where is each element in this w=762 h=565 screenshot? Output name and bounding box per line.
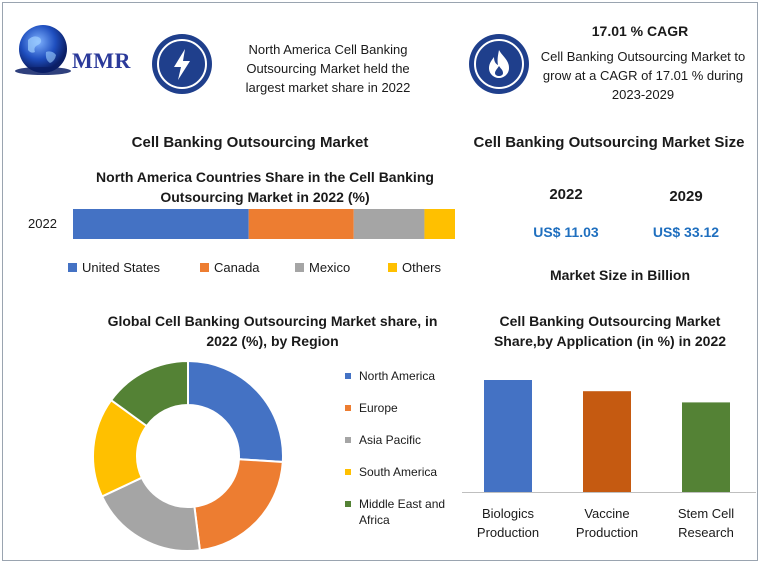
legend-swatch (295, 263, 304, 272)
legend-label: United States (82, 260, 161, 275)
app-bar-biologics-production (484, 380, 532, 492)
stacked-bar-chart (73, 209, 455, 239)
donut-legend-item-south-america: South America (345, 464, 455, 480)
legend-label: Europe (359, 401, 398, 415)
lightning-badge (152, 34, 212, 94)
globe-icon (15, 25, 71, 75)
legend-swatch (200, 263, 209, 272)
legend-label: Asia Pacific (359, 433, 422, 447)
highlight-text: North America Cell Banking Outsourcing M… (245, 42, 411, 95)
year-2022: 2022 (549, 186, 583, 203)
donut-legend-item-asia-pacific: Asia Pacific (345, 432, 455, 448)
stacked-bar-category-label: 2022 (28, 216, 57, 231)
market-size-unit-label: Market Size in Billion (549, 267, 691, 283)
legend-label: Others (402, 260, 442, 275)
stacked-bar-title: North America Countries Share in the Cel… (96, 169, 434, 205)
donut-chart (92, 359, 284, 552)
cagr-text: Cell Banking Outsourcing Market to grow … (540, 49, 746, 102)
donut-title: Global Cell Banking Outsourcing Market s… (107, 313, 438, 349)
legend-label: Middle East and Africa (359, 497, 446, 527)
stacked-bar-segment-united-states (73, 209, 249, 239)
value-2022: US$ 11.03 (533, 224, 599, 240)
donut-slice-north-america (187, 359, 284, 464)
stacked-bar-segment-mexico (353, 209, 425, 239)
legend-item-mexico: Mexico (295, 260, 350, 275)
donut-slice-europe (193, 458, 284, 552)
app-bar-label-biologics-production: Biologics Production (476, 506, 540, 540)
legend-swatch (388, 263, 397, 272)
lightning-icon (157, 39, 207, 89)
donut-slice-middle-east-and-africa (109, 359, 189, 428)
legend-swatch (345, 405, 351, 411)
donut-legend-item-north-america: North America (345, 368, 455, 384)
app-bar-label-stem-cell-research: Stem Cell Research (677, 506, 735, 540)
legend-label: Canada (214, 260, 260, 275)
brand-name: MMR (72, 48, 131, 73)
donut-legend-item-europe: Europe (345, 400, 455, 416)
stacked-bar-segment-canada (248, 209, 354, 239)
flame-badge (469, 34, 529, 94)
legend-label: South America (359, 465, 438, 479)
legend-swatch (68, 263, 77, 272)
legend-swatch (345, 373, 351, 379)
application-bar-chart (462, 380, 756, 493)
stacked-bar-segment-others (424, 209, 455, 239)
legend-item-united-states: United States (68, 260, 160, 275)
app-bar-vaccine-production (583, 391, 631, 492)
legend-swatch (345, 437, 351, 443)
app-bar-title: Cell Banking Outsourcing Market Share,by… (493, 313, 727, 349)
legend-swatch (345, 469, 351, 475)
legend-item-canada: Canada (200, 260, 260, 275)
legend-label: Mexico (309, 260, 351, 275)
app-bar-stem-cell-research (682, 402, 730, 492)
right-section-title: Cell Banking Outsourcing Market Size (473, 134, 745, 151)
value-2029: US$ 33.12 (652, 224, 720, 240)
left-section-title: Cell Banking Outsourcing Market (131, 134, 369, 151)
cagr-title: 17.01 % CAGR (591, 23, 689, 39)
donut-legend-item-middle-east-and-africa: Middle East and Africa (345, 496, 455, 528)
legend-label: North America (359, 369, 436, 383)
legend-swatch (345, 501, 351, 507)
app-bar-label-vaccine-production: Vaccine Production (575, 506, 639, 540)
mmr-logo: MMR (12, 22, 142, 78)
flame-icon (474, 39, 524, 89)
year-2029: 2029 (669, 188, 703, 205)
legend-item-others: Others (388, 260, 441, 275)
